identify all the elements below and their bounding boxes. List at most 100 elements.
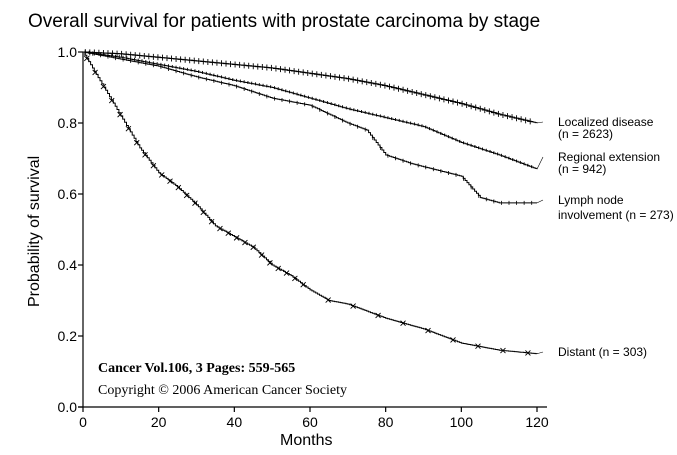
censor-marker <box>422 92 429 99</box>
censor-marker <box>150 162 157 169</box>
censor-marker <box>322 72 329 79</box>
censor-marker <box>300 281 307 288</box>
y-tick-label: 0.6 <box>58 186 78 202</box>
censor-marker <box>381 82 388 89</box>
censor-marker <box>509 114 516 121</box>
censor-marker <box>436 95 443 102</box>
label-leader-line <box>536 351 544 355</box>
censor-marker <box>459 100 466 107</box>
censor-marker <box>341 75 348 82</box>
censor-marker <box>477 105 484 112</box>
censor-marker <box>404 87 411 94</box>
censor-marker <box>208 218 215 225</box>
censor-marker <box>409 88 416 95</box>
censor-marker <box>386 83 393 90</box>
censor-marker <box>125 125 132 132</box>
censor-marker <box>282 66 289 73</box>
censor-marker <box>313 71 320 78</box>
censor-marker <box>368 80 375 87</box>
y-tick-label: 1.0 <box>58 44 78 60</box>
x-tick-label: 20 <box>151 414 167 430</box>
censor-marker <box>275 265 282 272</box>
censor-marker <box>325 297 331 303</box>
x-tick-label: 100 <box>450 414 474 430</box>
censor-marker <box>283 270 290 276</box>
censor-marker <box>454 99 461 106</box>
censor-marker <box>158 172 165 178</box>
censor-marker <box>475 343 481 350</box>
censor-marker <box>292 275 298 282</box>
censor-marker <box>527 118 534 125</box>
censor-marker <box>472 104 479 111</box>
censor-marker <box>425 327 431 334</box>
journal-citation: Cancer Vol.106, 3 Pages: 559-565 <box>98 361 295 376</box>
chart-title: Overall survival for patients with prost… <box>28 11 540 32</box>
censor-marker <box>336 74 343 81</box>
censor-marker <box>450 337 456 343</box>
x-axis-label: Months <box>280 432 332 449</box>
label-leader-line <box>536 156 544 170</box>
censor-marker <box>318 71 325 78</box>
censor-marker <box>445 97 452 104</box>
censor-marker <box>192 200 198 207</box>
censor-marker <box>345 75 352 82</box>
censor-marker <box>200 209 207 216</box>
censor-marker <box>490 109 497 116</box>
censor-marker <box>350 303 356 309</box>
censor-marker <box>400 86 407 93</box>
censor-marker <box>167 178 173 185</box>
censor-marker <box>250 244 257 251</box>
censor-marker <box>450 98 457 105</box>
y-axis-ticks: 0.0 0.2 0.4 0.6 0.8 1.0 <box>58 44 83 415</box>
censor-marker <box>375 312 381 319</box>
series-regional-extension: Regional extension(n = 942) <box>83 50 660 176</box>
censor-marker <box>395 85 402 92</box>
censor-marker <box>295 68 302 75</box>
censor-marker <box>427 93 434 100</box>
censor-marker <box>133 139 140 146</box>
censor-marker <box>468 103 475 110</box>
censor-marker <box>175 184 182 191</box>
censor-marker <box>400 320 406 326</box>
x-tick-label: 40 <box>227 414 243 430</box>
series-label: Lymph node <box>558 193 624 207</box>
censor-marker <box>258 252 265 258</box>
label-leader-line <box>536 121 544 124</box>
censor-marker <box>377 81 384 88</box>
censor-marker <box>359 78 366 85</box>
censor-marker <box>431 94 438 101</box>
censor-marker <box>440 96 447 103</box>
censor-marker <box>268 64 275 71</box>
series-distant: Distant (n = 303) <box>83 51 647 359</box>
censor-marker <box>354 77 361 84</box>
censor-marker <box>242 239 248 246</box>
censor-marker <box>225 230 232 237</box>
series-label: Regional extension <box>558 150 660 164</box>
series-label: involvement (n = 273) <box>558 208 674 222</box>
censor-marker <box>309 70 316 77</box>
x-tick-label: 0 <box>79 414 87 430</box>
censor-marker <box>233 235 240 241</box>
censor-marker <box>304 69 311 76</box>
label-leader-line <box>536 199 544 204</box>
censor-marker <box>363 79 370 86</box>
censor-marker <box>272 65 279 72</box>
censor-marker <box>513 115 520 122</box>
censor-marker <box>481 107 488 114</box>
censor-marker <box>327 73 334 80</box>
y-tick-label: 0.8 <box>58 115 78 131</box>
y-axis-label: Probability of survival <box>26 156 43 307</box>
x-axis-ticks: 0 20 40 60 80 100 120 <box>79 407 549 430</box>
series-label: (n = 942) <box>558 162 606 176</box>
censor-marker <box>495 110 502 117</box>
survival-curve-line <box>83 51 537 204</box>
censor-marker <box>486 108 493 115</box>
censor-marker <box>331 73 338 80</box>
censor-marker <box>463 101 470 108</box>
censor-marker <box>499 112 506 119</box>
censor-marker <box>286 67 293 74</box>
censor-marker <box>390 84 397 91</box>
censor-marker <box>418 91 425 98</box>
survival-curve-line <box>83 51 538 170</box>
